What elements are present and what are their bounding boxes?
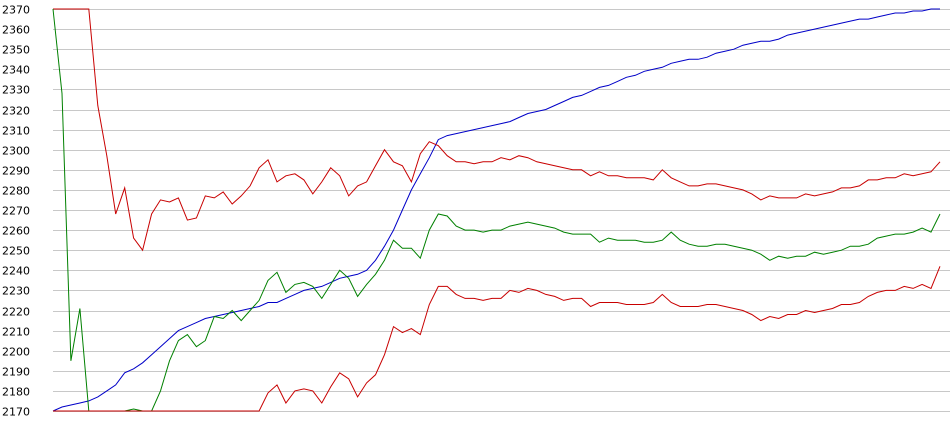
series-line-3 [52, 8, 941, 412]
y-tick-label: 2280 [2, 185, 30, 198]
y-tick-label: 2180 [2, 386, 30, 399]
grid [53, 9, 950, 412]
y-tick-label: 2190 [2, 366, 30, 379]
y-tick-label: 2250 [2, 245, 30, 258]
series-lines [52, 8, 941, 412]
y-tick-label: 2210 [2, 326, 30, 339]
y-axis-ticks: 2170 2180 2190 2200 2210 2220 2230 2240 2250 2260… [2, 4, 30, 419]
series-line-4 [53, 266, 941, 412]
y-tick-label: 2170 [2, 406, 30, 419]
y-tick-label: 2230 [2, 285, 30, 298]
y-tick-label: 2340 [2, 64, 30, 77]
y-tick-label: 2220 [2, 306, 30, 319]
y-tick-label: 2200 [2, 346, 30, 359]
y-tick-label: 2240 [2, 265, 30, 278]
y-tick-label: 2260 [2, 225, 30, 238]
y-tick-label: 2320 [2, 105, 30, 118]
series-line-1 [52, 8, 940, 412]
y-tick-label: 2290 [2, 165, 30, 178]
y-tick-label: 2330 [2, 84, 30, 97]
y-tick-label: 2370 [2, 4, 30, 17]
y-tick-label: 2300 [2, 145, 30, 158]
y-tick-label: 2310 [2, 125, 30, 138]
y-tick-label: 2270 [2, 205, 30, 218]
y-tick-label: 2360 [2, 24, 30, 37]
y-tick-label: 2350 [2, 44, 30, 57]
series-line-2 [53, 8, 941, 252]
